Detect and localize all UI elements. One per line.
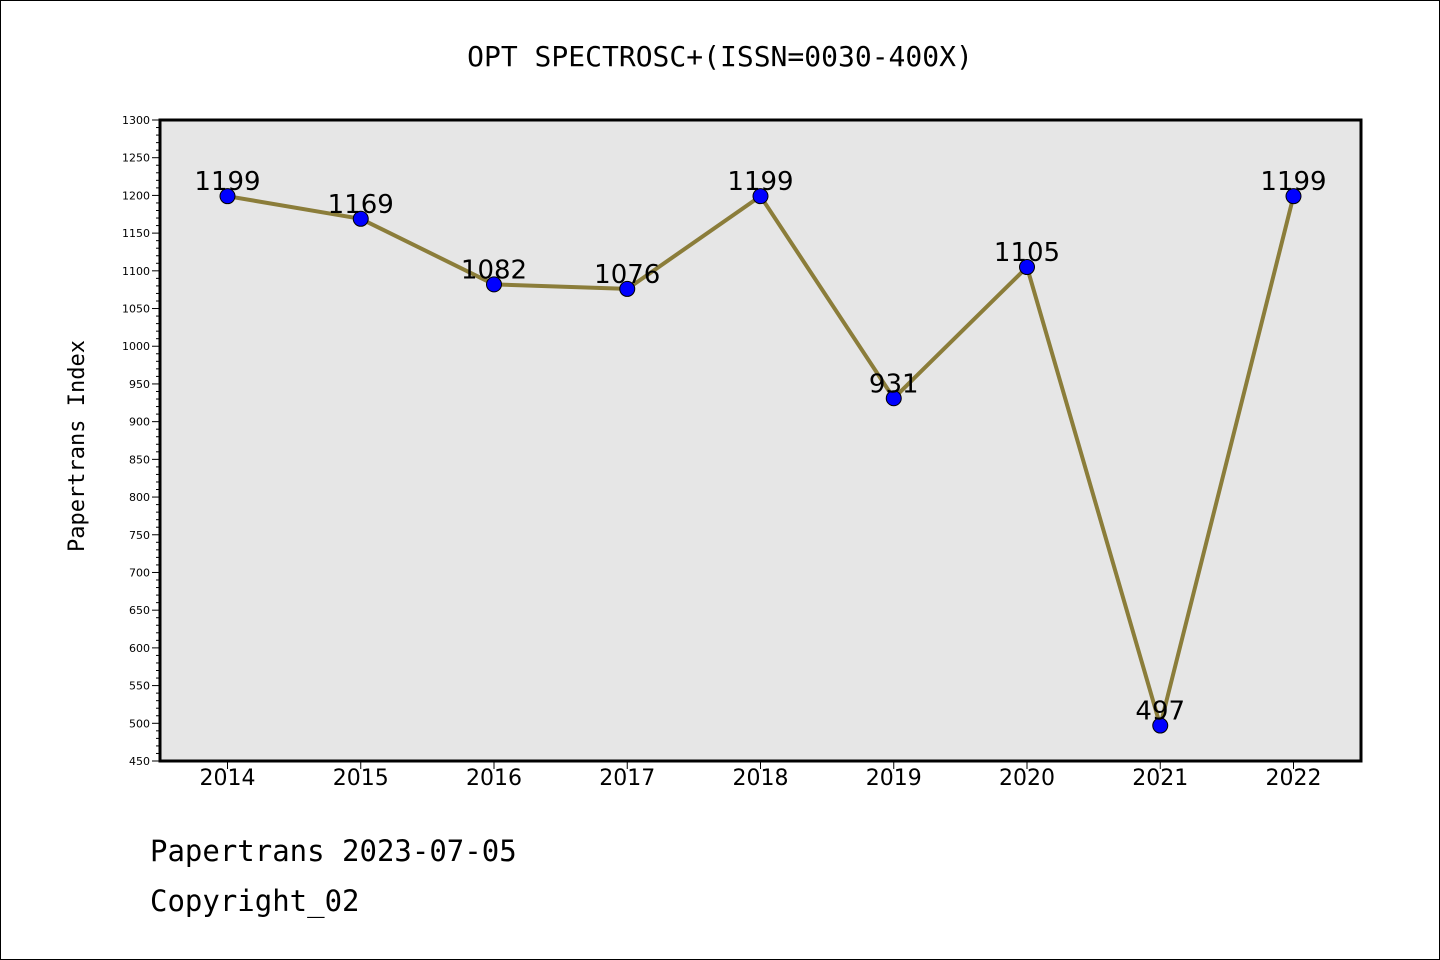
data-label: 1169: [328, 190, 394, 220]
y-tick-label: 500: [129, 717, 150, 730]
data-point: [1019, 259, 1035, 276]
x-tick-label: 2019: [866, 766, 922, 791]
data-point: [885, 390, 902, 407]
y-axis-label: Papertrans Index: [65, 340, 90, 552]
data-point: [752, 188, 769, 205]
x-tick-label: 2022: [1266, 766, 1322, 791]
x-tick-label: 2015: [333, 766, 389, 791]
data-point: [1285, 188, 1302, 205]
data-label: 931: [869, 369, 919, 399]
y-tick-label: 1200: [122, 189, 150, 202]
data-label-group: 1199 1169 1082 1076 1199 931 1105 497 1199: [194, 167, 1326, 726]
data-label: 1199: [727, 167, 793, 197]
data-point: [1152, 717, 1169, 734]
footer-copyright-line: Copyright_02: [150, 884, 360, 918]
y-tick-label: 750: [129, 529, 150, 542]
series-line-segment: [1158, 194, 1296, 728]
y-tick-label: 1250: [122, 152, 150, 165]
data-label: 1105: [994, 238, 1060, 268]
data-label: 1199: [194, 167, 260, 197]
y-tick-label: 1100: [122, 265, 150, 278]
y-tick-label: 1150: [122, 227, 150, 240]
y-tick-label: 850: [129, 453, 150, 466]
y-tick-label: 800: [129, 491, 150, 504]
y-tick-label: 600: [129, 642, 150, 655]
data-label: 1082: [461, 255, 527, 285]
y-tick-label: 950: [129, 378, 150, 391]
footer-date-line: Papertrans 2023-07-05: [150, 834, 517, 868]
y-tick-label: 650: [129, 604, 150, 617]
x-tick-label: 2021: [1132, 766, 1188, 791]
x-tick-label: 2014: [200, 766, 256, 791]
chart-title: OPT SPECTROSC+(ISSN=0030-400X): [467, 40, 973, 73]
series-line-segment: [891, 265, 1029, 401]
series-line-segment: [758, 194, 896, 401]
series-line-segment: [358, 216, 496, 287]
series-line-segment: [625, 194, 763, 291]
data-point: [619, 280, 636, 297]
y-tick-label: 1300: [122, 114, 150, 127]
x-axis-ticks: 2014 2015 2016 2017 2018 2019 2020 2021 2022: [200, 761, 1322, 791]
series-line-group: [225, 194, 1296, 728]
data-label: 1199: [1260, 167, 1326, 197]
x-tick-label: 2020: [999, 766, 1055, 791]
x-tick-label: 2018: [733, 766, 789, 791]
data-point: [352, 210, 369, 227]
y-tick-label: 450: [129, 755, 150, 768]
y-tick-label: 1050: [122, 303, 150, 316]
y-tick-label: 900: [129, 416, 150, 429]
series-line-segment: [492, 282, 630, 291]
x-tick-label: 2017: [599, 766, 655, 791]
y-tick-label: 1000: [122, 340, 150, 353]
x-tick-label: 2016: [466, 766, 522, 791]
data-point: [486, 276, 502, 293]
y-tick-label: 700: [129, 566, 150, 579]
data-label: 1076: [594, 260, 660, 290]
data-point: [219, 188, 236, 205]
y-axis-ticks: 450 500 550 600 650 700 750 800 850 900 950 1000 105…: [122, 114, 160, 768]
plot-frame: [158, 118, 1363, 763]
plot-area: [160, 120, 1361, 761]
series-line-segment: [1025, 265, 1163, 728]
data-label: 497: [1135, 697, 1185, 727]
series-line-segment: [225, 194, 363, 221]
y-tick-label: 550: [129, 680, 150, 693]
marker-group: [219, 188, 1302, 734]
